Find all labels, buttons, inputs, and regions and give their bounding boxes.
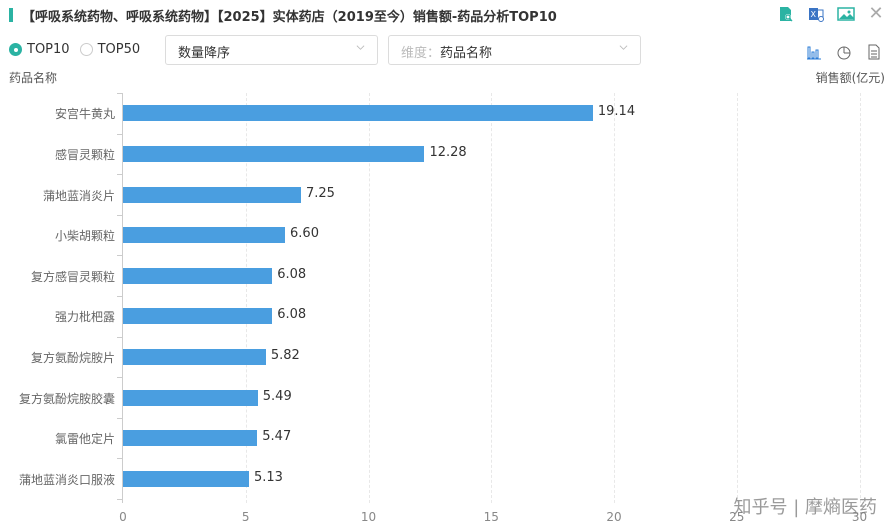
svg-text:X: X xyxy=(811,10,817,19)
bar-chart-icon[interactable] xyxy=(805,43,823,61)
category-label: 强力枇杷露 xyxy=(54,310,115,325)
view-switcher xyxy=(805,43,883,61)
bar-value-label: 6.08 xyxy=(277,307,307,323)
bar-value-label: 7.25 xyxy=(305,185,335,201)
radio-unchecked-icon xyxy=(79,43,93,56)
category-label: 蒲地蓝消炎口服液 xyxy=(18,472,115,487)
watermark: 知乎号 | 摩熵医药 xyxy=(733,497,877,518)
gridline xyxy=(859,93,861,503)
bar[interactable] xyxy=(123,145,425,162)
top-n-radio-group: TOP10 TOP50 xyxy=(9,42,150,57)
bar-value-label: 5.49 xyxy=(262,388,292,404)
y-tick xyxy=(117,214,122,216)
sort-select-value: 数量降序 xyxy=(178,46,231,61)
bar[interactable] xyxy=(123,430,258,447)
gridline xyxy=(491,93,493,503)
category-label: 小柴胡颗粒 xyxy=(54,229,115,244)
y-tick xyxy=(117,93,122,94)
bar[interactable] xyxy=(123,267,273,284)
table-icon[interactable] xyxy=(865,43,883,61)
bar-value-label: 6.60 xyxy=(290,226,319,242)
category-label: 安宫牛黄丸 xyxy=(54,107,115,122)
gridline xyxy=(614,93,615,503)
bar[interactable] xyxy=(123,308,273,325)
y-tick xyxy=(117,499,122,500)
search-doc-icon[interactable] xyxy=(777,5,795,23)
radio-top10[interactable]: TOP10 xyxy=(9,42,70,57)
y-tick xyxy=(117,377,122,379)
y-tick xyxy=(117,417,122,419)
x-tick-label: 5 xyxy=(241,510,250,524)
x-tick-label: 30 xyxy=(851,510,868,524)
excel-export-icon[interactable]: X xyxy=(807,5,825,23)
x-axis-title: 销售额(亿元) xyxy=(815,71,885,85)
title-accent-bar xyxy=(9,8,13,22)
radio-top50-label: TOP50 xyxy=(97,42,141,57)
category-label: 复方氨酚烷胺片 xyxy=(30,350,115,365)
radio-checked-icon xyxy=(9,43,22,56)
category-label: 氯雷他定片 xyxy=(54,432,115,447)
y-tick xyxy=(117,336,122,338)
y-axis-title: 药品名称 xyxy=(9,71,58,85)
y-tick xyxy=(117,296,122,297)
image-export-icon[interactable] xyxy=(837,5,855,23)
y-tick xyxy=(117,174,122,176)
bar[interactable] xyxy=(123,470,249,487)
category-label: 感冒灵颗粒 xyxy=(54,147,115,162)
x-tick-label: 0 xyxy=(119,510,127,524)
dimension-select-value: 药品名称 xyxy=(440,46,493,61)
dimension-select[interactable]: 维度：药品名称 xyxy=(388,35,641,65)
bar[interactable] xyxy=(123,348,266,365)
top-toolbar: X ✕ xyxy=(777,4,889,24)
bar[interactable] xyxy=(123,186,301,203)
bar-value-label: 19.14 xyxy=(597,104,636,120)
bar-value-label: 5.82 xyxy=(270,347,300,363)
bar-value-label: 12.28 xyxy=(429,144,467,160)
chevron-down-icon xyxy=(356,45,365,50)
category-label: 蒲地蓝消炎片 xyxy=(42,188,115,203)
y-tick xyxy=(117,133,122,135)
bar-value-label: 5.47 xyxy=(262,429,292,445)
gridline xyxy=(736,93,738,503)
bar-value-label: 6.08 xyxy=(277,266,307,282)
bar-value-label: 5.13 xyxy=(253,469,283,485)
gridline xyxy=(245,93,247,503)
y-tick xyxy=(117,458,122,460)
chart-title: 【呼吸系统药物、呼吸系统药物】【2025】实体药店（2019至今）销售额-药品分… xyxy=(22,10,557,25)
close-icon[interactable]: ✕ xyxy=(868,3,884,24)
bar-chart: 0 5 10 15 20 25 30 安宫牛黄丸 19.14 感冒灵颗粒 12.28 蒲地蓝消炎片 7.… xyxy=(0,90,889,529)
sort-select[interactable]: 数量降序 xyxy=(165,35,378,65)
title-bar: 【呼吸系统药物、呼吸系统药物】【2025】实体药店（2019至今）销售额-药品分… xyxy=(0,0,889,30)
bar[interactable] xyxy=(123,227,286,244)
radio-top10-label: TOP10 xyxy=(27,42,70,57)
x-tick-label: 25 xyxy=(729,510,745,524)
category-label: 复方氨酚烷胺胶囊 xyxy=(18,391,115,406)
y-axis-line xyxy=(122,93,123,503)
x-tick-label: 20 xyxy=(606,510,622,524)
pie-chart-icon[interactable] xyxy=(835,43,853,61)
x-tick-label: 10 xyxy=(360,510,377,524)
bar[interactable] xyxy=(123,105,593,122)
x-tick-label: 15 xyxy=(483,510,499,524)
radio-top50[interactable]: TOP50 xyxy=(79,42,141,57)
chevron-down-icon xyxy=(619,45,628,50)
dimension-select-prefix: 维度： xyxy=(401,46,441,61)
category-label: 复方感冒灵颗粒 xyxy=(30,269,115,284)
y-tick xyxy=(117,255,122,257)
bar[interactable] xyxy=(123,389,258,406)
gridline xyxy=(368,93,370,503)
